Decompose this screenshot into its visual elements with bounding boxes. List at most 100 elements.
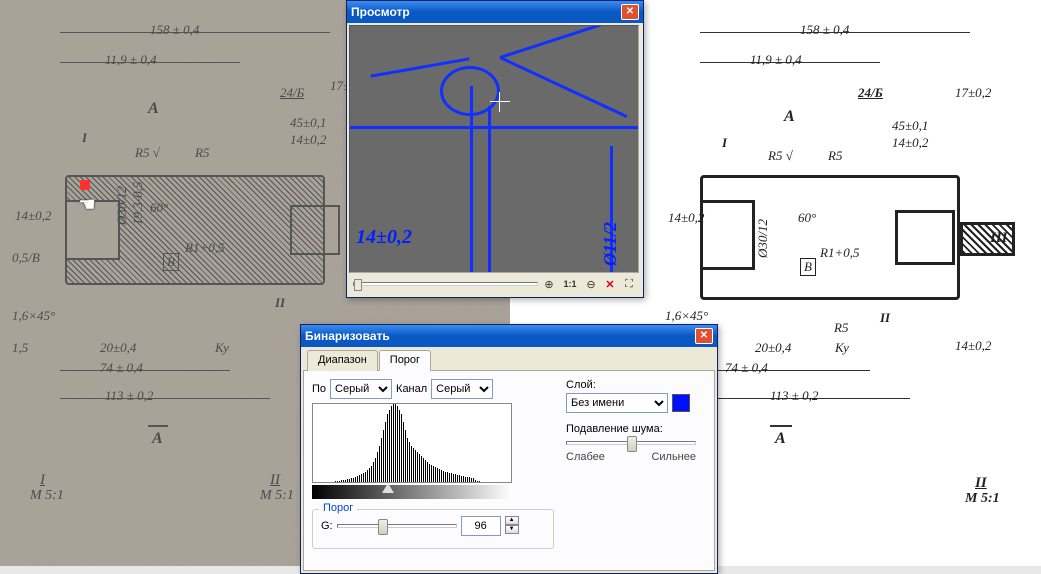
dim: Ø30/12 <box>755 219 771 258</box>
cursor-hand-icon: ☚ <box>78 192 96 217</box>
dim: Ку <box>215 340 229 356</box>
zoom-in-icon[interactable]: ⊕ <box>541 276 557 292</box>
channel-label: Канал <box>396 383 427 395</box>
dim: I <box>40 472 45 489</box>
dim: R5 <box>828 148 842 164</box>
dim: 158 ± 0,4 <box>150 22 199 38</box>
dim: 14±0,2 <box>892 135 928 151</box>
fullscreen-icon[interactable]: ⛶ <box>621 276 637 292</box>
tab-panel-threshold: По Серый Канал Серый Порог G: <box>303 371 715 571</box>
dim: 1,6×45° <box>12 308 55 324</box>
dim: 20±0,4 <box>100 340 136 356</box>
dim: 113 ± 0,2 <box>770 388 818 404</box>
threshold-legend: Порог <box>319 502 357 514</box>
close-icon[interactable]: ✕ <box>695 328 713 344</box>
threshold-input[interactable] <box>461 516 501 536</box>
dim: 1,5 <box>12 340 28 356</box>
noise-max-label: Сильнее <box>651 451 696 463</box>
tabs: Диапазон Порог <box>303 349 715 371</box>
dim: 14±0,2 <box>290 132 326 148</box>
g-label: G: <box>321 520 333 532</box>
dim: I <box>82 130 87 146</box>
histogram <box>312 403 512 483</box>
by-select[interactable]: Серый <box>330 379 392 399</box>
dim: III <box>990 230 1008 247</box>
preview-close-icon[interactable]: ✕ <box>602 276 618 292</box>
dim: 24/Б <box>858 85 883 101</box>
dim: 20±0,4 <box>755 340 791 356</box>
zoom-11-icon[interactable]: 1:1 <box>560 276 580 292</box>
dim: 1,6×45° <box>665 308 708 324</box>
dim: R5 <box>834 320 848 336</box>
dim: II <box>975 475 987 492</box>
dim: II <box>275 295 285 311</box>
dim: I <box>722 135 727 151</box>
noise-slider[interactable] <box>566 441 696 445</box>
dim: 0,5/В <box>12 250 40 266</box>
dim: 14±0,2 <box>955 338 991 354</box>
pick-marker <box>80 180 90 190</box>
preview-text: 14±0,2 <box>356 226 412 249</box>
layer-color-swatch[interactable] <box>672 394 690 412</box>
dim: II <box>270 472 280 489</box>
dim: В <box>163 253 179 271</box>
dim: 158 ± 0,4 <box>800 22 849 38</box>
binarize-window: Бинаризовать ✕ Диапазон Порог По Серый К… <box>300 324 718 574</box>
tab-range[interactable]: Диапазон <box>307 350 378 371</box>
dim: R5 √ <box>768 148 793 164</box>
noise-label: Подавление шума: <box>566 423 706 435</box>
dim: Ø30/12 <box>114 186 130 225</box>
threshold-spinner[interactable]: ▲ ▼ <box>505 516 519 536</box>
dim: 45±0,1 <box>290 115 326 131</box>
layer-select[interactable]: Без имени <box>566 393 668 413</box>
tab-threshold[interactable]: Порог <box>379 350 431 371</box>
binarize-title: Бинаризовать <box>305 329 695 343</box>
dim: II <box>880 310 890 326</box>
channel-select[interactable]: Серый <box>431 379 493 399</box>
dim: А <box>152 430 163 448</box>
binarize-titlebar[interactable]: Бинаризовать ✕ <box>301 325 717 347</box>
dim: M 5:1 <box>30 488 64 504</box>
dim: 60° <box>150 200 168 216</box>
dim: 113 ± 0,2 <box>105 388 153 404</box>
dim: А <box>148 100 159 118</box>
gradient-thumb-icon[interactable] <box>382 483 394 493</box>
dim: 14±0,2 <box>668 210 704 226</box>
preview-toolbar: ⊕ 1:1 ⊖ ✕ ⛶ <box>349 273 641 295</box>
dim: 45±0,1 <box>892 118 928 134</box>
slider-thumb-icon[interactable] <box>378 519 388 535</box>
preview-zoom-slider[interactable] <box>353 282 538 286</box>
slider-thumb-icon[interactable] <box>627 436 637 452</box>
dim: 11,9 ± 0,4 <box>105 52 157 68</box>
zoom-out-icon[interactable]: ⊖ <box>583 276 599 292</box>
dim: А <box>775 430 786 448</box>
dim: R5 √ <box>135 145 160 161</box>
dim: R5 <box>195 145 209 161</box>
by-label: По <box>312 383 326 395</box>
preview-title: Просмотр <box>351 5 621 19</box>
dim: 24/Б <box>280 85 304 101</box>
gradient-bar[interactable] <box>312 485 512 499</box>
dim: В <box>800 258 816 276</box>
preview-titlebar[interactable]: Просмотр ✕ <box>347 1 643 23</box>
dim: M 5:1 <box>260 488 294 504</box>
dim: R1+0,5 <box>820 245 859 261</box>
preview-canvas: 14±0,2 Ø11/2 <box>349 25 639 273</box>
dim: R1+0,5 <box>185 240 224 256</box>
close-icon[interactable]: ✕ <box>621 4 639 20</box>
dim: 11,9 ± 0,4 <box>750 52 802 68</box>
dim: 14±0,2 <box>15 208 51 224</box>
threshold-fieldset: Порог G: ▲ ▼ <box>312 509 554 549</box>
dim: А <box>784 108 795 126</box>
layer-label: Слой: <box>566 379 706 391</box>
preview-window: Просмотр ✕ 14±0,2 Ø11/2 ⊕ 1:1 ⊖ <box>346 0 644 298</box>
preview-text: Ø11/2 <box>600 222 621 266</box>
threshold-slider[interactable] <box>337 524 457 528</box>
dim: 17±0,2 <box>955 85 991 101</box>
dim: M 5:1 <box>965 491 1000 507</box>
dim: 74 ± 0,4 <box>725 360 768 376</box>
dim: Ку <box>835 340 849 356</box>
dim: 74 ± 0,4 <box>100 360 143 376</box>
dim: 60° <box>798 210 816 226</box>
noise-min-label: Слабее <box>566 451 605 463</box>
